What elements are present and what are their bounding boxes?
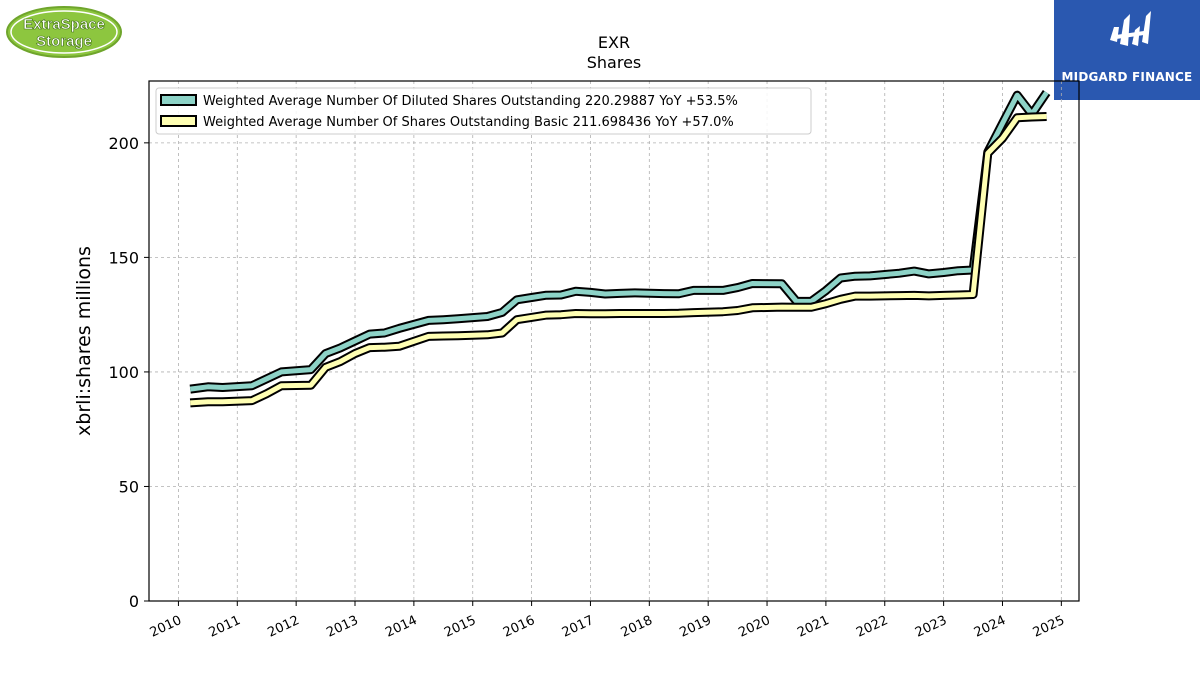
x-tick-label: 2016 [501, 613, 537, 641]
series-layer [189, 89, 1051, 408]
legend: Weighted Average Number Of Diluted Share… [155, 87, 812, 135]
logo-right-name: MIDGARD FINANCE [1061, 70, 1193, 84]
extraspace-storage-logo: ExtraSpace Storage [5, 5, 123, 59]
y-tick-label: 150 [108, 248, 139, 267]
x-tick-label: 2011 [207, 613, 243, 641]
x-tick-label: 2022 [854, 613, 890, 641]
y-tick-label: 0 [129, 592, 139, 611]
legend-swatch-1 [160, 115, 197, 127]
legend-swatch-0 [160, 94, 197, 106]
legend-label-0: Weighted Average Number Of Diluted Share… [203, 94, 738, 109]
x-tick-label: 2010 [148, 613, 184, 641]
x-tick-label: 2012 [266, 613, 302, 641]
legend-box [155, 87, 812, 135]
y-axis-label: xbrli:shares millions [73, 246, 95, 436]
midgard-emblem-icon [1110, 11, 1151, 46]
series-outline-0 [189, 89, 1051, 394]
x-tick-label: 2018 [619, 613, 655, 641]
y-tick-label: 200 [108, 134, 139, 153]
x-tick-label: 2024 [972, 613, 1008, 641]
legend-label-1: Weighted Average Number Of Shares Outsta… [203, 115, 734, 130]
logo-left-line2: Storage [36, 33, 92, 50]
chart-title: EXR [598, 33, 630, 52]
plot-frame [148, 80, 1080, 602]
grid [149, 81, 1079, 602]
x-tick-label: 2015 [442, 613, 478, 641]
x-tick-label: 2021 [795, 613, 831, 641]
y-tick-label: 100 [108, 363, 139, 382]
x-tick-label: 2025 [1031, 613, 1067, 641]
x-tick-label: 2017 [560, 613, 596, 641]
y-tick-label: 50 [119, 477, 139, 496]
x-tick-label: 2020 [736, 613, 772, 641]
x-tick-label: 2023 [913, 613, 949, 641]
x-tick-label: 2014 [383, 613, 419, 641]
chart-subtitle: Shares [587, 53, 642, 72]
midgard-finance-logo: MIDGARD FINANCE [1054, 0, 1200, 100]
series-line-0 [189, 91, 1049, 392]
x-tick-label: 2019 [678, 613, 714, 641]
logo-left-line1: ExtraSpace [23, 16, 105, 33]
series-line-1 [190, 114, 1047, 406]
x-tick-label: 2013 [324, 613, 360, 641]
